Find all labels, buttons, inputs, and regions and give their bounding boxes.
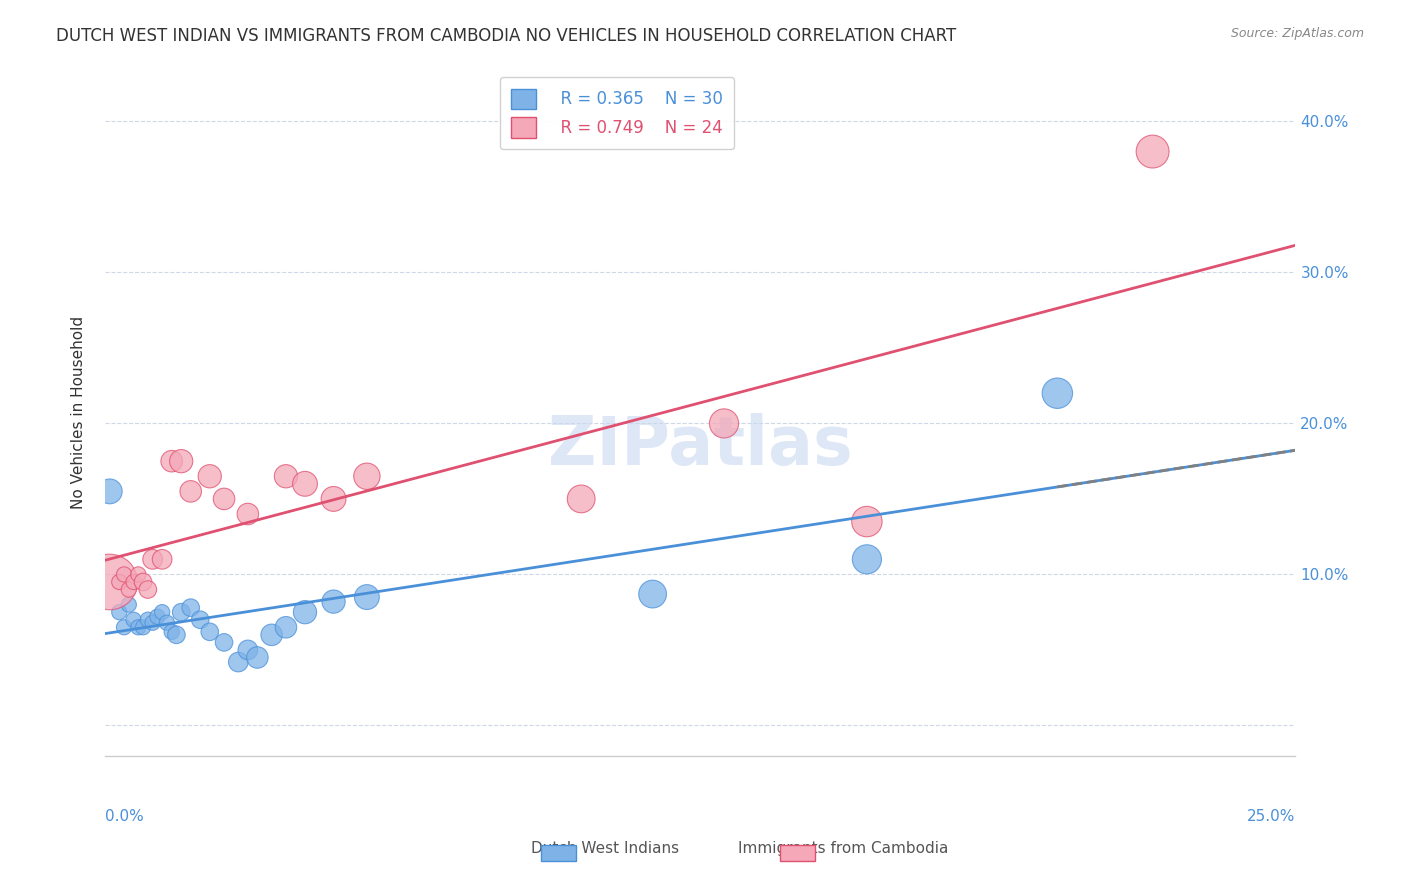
Point [856,515,879,529]
Point [569,491,592,506]
Point [180,600,202,615]
Point [108,605,131,619]
Point [1142,145,1164,159]
Point [146,609,169,624]
Point [356,590,378,604]
Point [212,491,235,506]
Point [98,484,121,499]
Text: Dutch West Indians: Dutch West Indians [530,841,679,856]
Point [322,491,344,506]
Point [228,655,250,669]
Point [122,613,145,627]
Point [132,574,155,589]
Text: Immigrants from Cambodia: Immigrants from Cambodia [738,841,949,856]
Point [212,635,235,649]
Text: ZIPatlas: ZIPatlas [548,413,852,479]
Point [294,605,316,619]
Point [165,628,187,642]
Point [118,582,141,597]
Point [198,469,221,483]
Point [136,613,159,627]
Point [150,605,173,619]
Text: 0.0%: 0.0% [105,808,143,823]
Point [118,598,141,612]
Legend:   R = 0.365    N = 30,   R = 0.749    N = 24: R = 0.365 N = 30, R = 0.749 N = 24 [499,77,734,149]
Point [127,567,149,582]
Point [160,454,183,468]
Point [274,620,297,634]
Point [98,574,121,589]
Point [236,507,259,521]
Point [274,469,297,483]
Y-axis label: No Vehicles in Household: No Vehicles in Household [72,316,86,508]
Point [260,628,283,642]
Point [188,613,211,627]
Point [112,620,135,634]
Point [294,476,316,491]
Point [156,615,179,630]
Point [142,615,165,630]
Point [170,605,193,619]
Text: Source: ZipAtlas.com: Source: ZipAtlas.com [1230,27,1364,40]
Point [180,484,202,499]
Point [112,567,135,582]
Point [641,587,664,601]
Point [856,552,879,566]
Point [246,650,269,665]
Point [142,552,165,566]
Point [713,417,735,431]
Text: DUTCH WEST INDIAN VS IMMIGRANTS FROM CAMBODIA NO VEHICLES IN HOUSEHOLD CORRELATI: DUTCH WEST INDIAN VS IMMIGRANTS FROM CAM… [56,27,956,45]
Point [170,454,193,468]
Point [356,469,378,483]
Text: 25.0%: 25.0% [1247,808,1295,823]
Point [198,624,221,639]
Point [122,574,145,589]
Point [160,624,183,639]
Point [136,582,159,597]
Point [1046,386,1069,401]
Point [127,620,149,634]
Point [322,594,344,608]
Point [236,643,259,657]
Point [150,552,173,566]
Point [132,620,155,634]
Point [108,574,131,589]
